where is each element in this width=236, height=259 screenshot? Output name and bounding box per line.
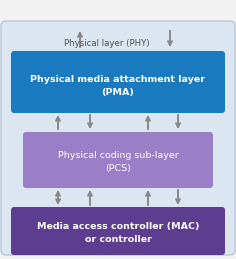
FancyBboxPatch shape	[23, 132, 213, 188]
Text: Physical layer (PHY): Physical layer (PHY)	[64, 39, 150, 47]
Text: (PMA): (PMA)	[101, 89, 135, 97]
Text: Physical coding sub-layer: Physical coding sub-layer	[58, 150, 178, 160]
FancyBboxPatch shape	[1, 21, 235, 255]
FancyBboxPatch shape	[11, 207, 225, 255]
Text: Media access controller (MAC): Media access controller (MAC)	[37, 222, 199, 232]
Text: Physical media attachment layer: Physical media attachment layer	[30, 75, 206, 83]
Text: (PCS): (PCS)	[105, 163, 131, 172]
FancyBboxPatch shape	[11, 51, 225, 113]
Text: or controller: or controller	[84, 235, 152, 244]
